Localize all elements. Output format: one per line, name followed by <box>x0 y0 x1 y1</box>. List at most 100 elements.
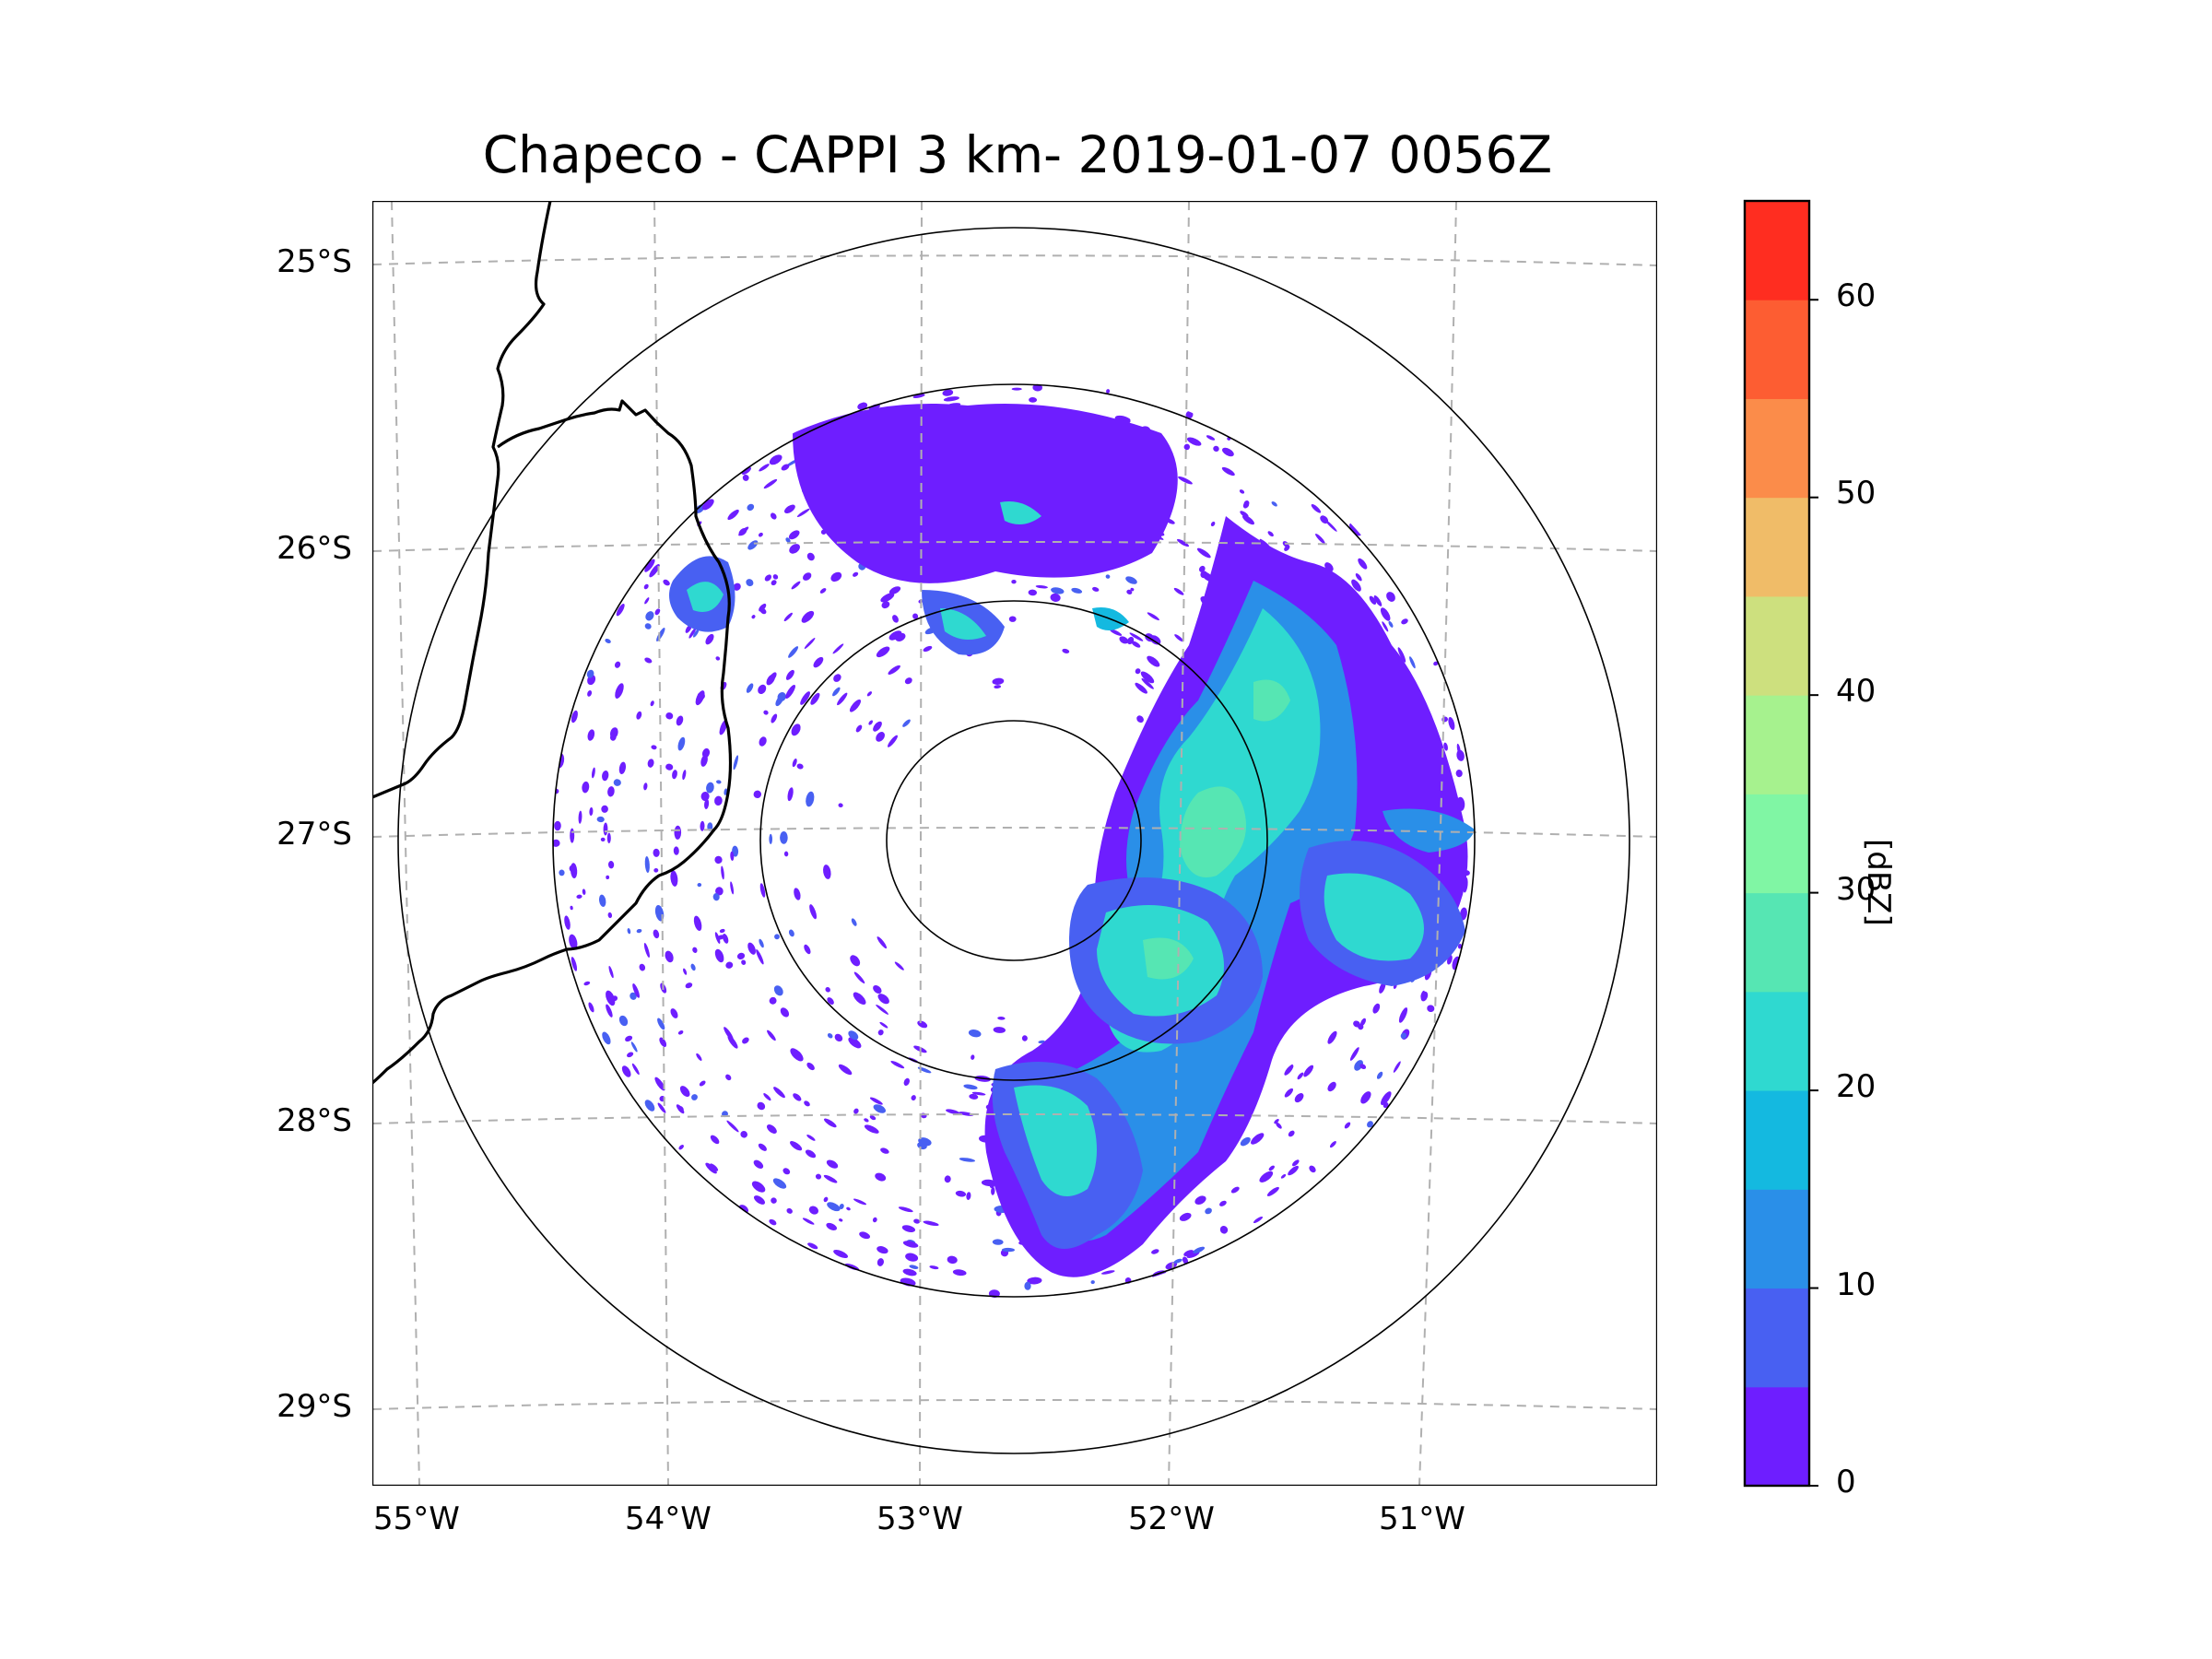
speckle <box>649 564 660 578</box>
speckle <box>1251 1133 1265 1145</box>
speckle <box>1351 579 1361 592</box>
speckle <box>859 1231 871 1240</box>
speckle <box>613 779 621 786</box>
speckle <box>1349 523 1361 536</box>
speckle <box>657 1102 666 1113</box>
speckle <box>787 787 794 802</box>
speckle <box>827 997 834 1006</box>
lon-label-52w: 52°W <box>1128 1500 1215 1537</box>
speckle <box>1369 595 1377 606</box>
speckle <box>665 763 674 771</box>
speckle <box>736 952 746 960</box>
speckle <box>851 918 857 926</box>
speckle <box>825 987 830 993</box>
speckle <box>609 734 617 741</box>
speckle <box>1011 580 1017 584</box>
speckle <box>758 532 763 537</box>
speckle <box>946 1109 959 1114</box>
speckle <box>1398 1007 1408 1023</box>
speckle <box>1294 1093 1304 1103</box>
speckle <box>888 586 901 594</box>
speckle <box>659 1037 667 1048</box>
parallel-29s <box>372 1399 1657 1410</box>
speckle <box>838 803 843 808</box>
speckle <box>1400 1032 1407 1040</box>
speckle <box>1397 647 1406 663</box>
speckle <box>716 780 722 784</box>
speckle <box>955 1190 967 1197</box>
speckle <box>868 720 874 725</box>
speckle <box>645 611 654 621</box>
speckle <box>605 639 611 643</box>
speckle <box>1024 1281 1031 1290</box>
speckle <box>944 1175 951 1183</box>
lat-label-29s: 29°S <box>276 1388 352 1425</box>
speckle <box>1151 1249 1159 1254</box>
speckle <box>876 732 885 742</box>
speckle <box>888 665 900 675</box>
speckle <box>909 1265 919 1269</box>
speckle <box>1221 466 1235 477</box>
lon-label-53w: 53°W <box>877 1500 963 1537</box>
speckle <box>618 1015 629 1027</box>
speckle <box>1109 629 1123 636</box>
echo-cell-west-core <box>687 582 724 612</box>
speckle <box>588 1002 594 1013</box>
speckle <box>1129 632 1144 641</box>
echo-spot-north <box>1000 501 1041 524</box>
colorbar-frame <box>1743 199 1811 1488</box>
speckle <box>1174 634 1183 642</box>
speckle <box>571 710 578 724</box>
speckle <box>827 1202 841 1212</box>
speckle <box>714 855 723 865</box>
speckle <box>846 1206 851 1211</box>
speckle <box>802 1218 815 1225</box>
speckle <box>892 615 899 623</box>
speckle <box>890 1060 905 1069</box>
speckle <box>587 690 593 697</box>
speckle <box>801 610 815 623</box>
speckle <box>591 767 595 779</box>
speckle <box>876 646 890 658</box>
speckle <box>784 504 795 514</box>
speckle <box>1433 661 1439 666</box>
speckle <box>823 1196 829 1203</box>
speckle <box>1427 1005 1435 1013</box>
speckle <box>1239 489 1245 494</box>
speckle <box>1135 668 1141 675</box>
speckle <box>722 934 729 944</box>
speckle <box>630 1041 638 1053</box>
echo-complex-east-l4c <box>1253 679 1290 722</box>
echo-cell-far-east-core <box>1324 873 1424 961</box>
speckle <box>627 928 631 935</box>
speckle <box>759 883 766 898</box>
speckle <box>571 957 578 971</box>
colorbar-segment-35 <box>1745 695 1809 794</box>
speckle <box>1242 501 1250 509</box>
speckle <box>1349 1047 1359 1061</box>
speckle <box>1284 1088 1294 1098</box>
speckle <box>1448 716 1455 731</box>
speckle <box>1311 504 1322 513</box>
speckle <box>771 713 778 724</box>
speckle <box>848 1037 862 1049</box>
speckle <box>794 888 801 900</box>
speckle <box>691 1094 698 1100</box>
speckle <box>1008 616 1017 622</box>
speckle <box>1062 648 1070 653</box>
speckle <box>1182 1256 1189 1265</box>
speckle <box>733 582 741 591</box>
speckle <box>758 684 767 695</box>
speckle <box>700 820 705 831</box>
speckle <box>1276 1122 1282 1129</box>
speckle <box>833 1249 849 1259</box>
speckle <box>618 761 627 775</box>
speckle <box>866 691 873 697</box>
speckle <box>1011 387 1022 391</box>
lat-label-25s: 25°S <box>276 243 352 280</box>
speckle <box>1271 501 1277 507</box>
speckle <box>742 1037 749 1044</box>
speckle <box>564 915 571 930</box>
speckle <box>905 1253 919 1262</box>
speckle <box>715 887 724 896</box>
